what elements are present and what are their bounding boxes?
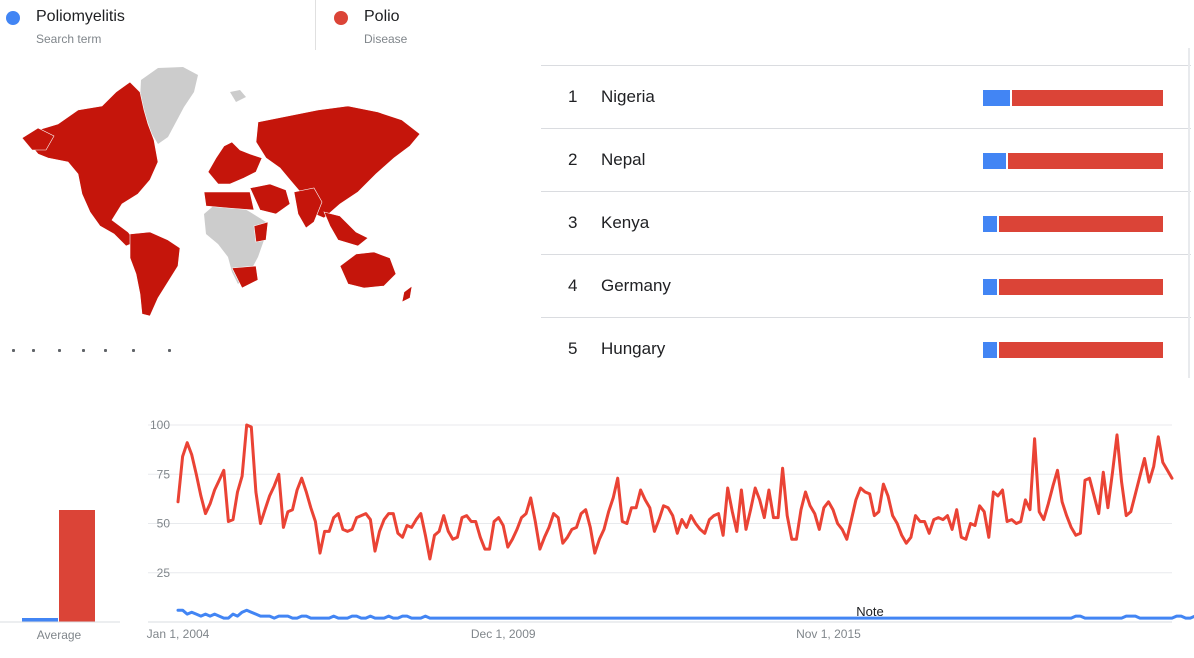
new-zealand-region [401, 285, 413, 303]
legend-kind: Disease [364, 32, 408, 46]
middle-east-region [249, 183, 291, 215]
comparison-bar [983, 342, 1163, 358]
europe-region [207, 141, 263, 185]
chart-gridlines [148, 424, 1172, 623]
russia-asia-region [255, 105, 421, 219]
map-caption-cut [8, 347, 178, 355]
x-tick-label: Jan 1, 2004 [147, 627, 210, 641]
polio-share [999, 342, 1163, 358]
interest-over-time-chart[interactable]: 100 75 50 25 Jan 1, 2004 Dec 1, 2009 Nov 1, 2… [0, 400, 1194, 658]
average-bar-poliomyelitis[interactable] [22, 618, 58, 622]
y-tick-label: 100 [150, 418, 170, 432]
list-item[interactable]: 3 Kenya [541, 191, 1191, 254]
series-color-dot [334, 11, 348, 25]
y-tick-label: 25 [157, 566, 171, 580]
rank-number: 1 [568, 87, 578, 106]
list-item[interactable]: 1 Nigeria [541, 65, 1191, 128]
legend-divider [315, 0, 316, 50]
polio-share [999, 216, 1163, 232]
comparison-bar [983, 153, 1163, 169]
southern-africa-region [231, 265, 259, 289]
polio-share [1008, 153, 1163, 169]
map-highlighted-regions [21, 81, 421, 317]
legend-poliomyelitis[interactable]: Poliomyelitis Search term [6, 8, 306, 52]
x-axis-ticks: Jan 1, 2004 Dec 1, 2009 Nov 1, 2015 [147, 627, 861, 641]
polio-share [999, 279, 1163, 295]
polio-share [1011, 90, 1163, 106]
svalbard-region [230, 90, 246, 102]
series-color-dot [6, 11, 20, 25]
region-ranking-list: 1 Nigeria 2 Nepal 3 Kenya 4 Germany 5 Hu… [541, 65, 1191, 380]
poliomyelitis-share [983, 90, 1012, 106]
rank-number: 5 [568, 339, 578, 358]
average-bars [22, 510, 95, 622]
y-tick-label: 75 [157, 467, 171, 481]
average-bar-chart: Average [0, 510, 120, 642]
legend-polio[interactable]: Polio Disease [334, 8, 534, 52]
legend-term: Polio [364, 8, 400, 25]
x-tick-label: Dec 1, 2009 [471, 627, 536, 641]
y-tick-label: 50 [157, 517, 171, 531]
poliomyelitis-share [983, 153, 1009, 169]
legend-term: Poliomyelitis [36, 8, 125, 25]
comparison-bar [983, 279, 1163, 295]
region-name: Kenya [601, 213, 650, 232]
rank-number: 3 [568, 213, 578, 232]
series-line-poliomyelitis[interactable] [176, 608, 1194, 620]
y-axis-ticks: 100 75 50 25 [150, 418, 170, 580]
legend-kind: Search term [36, 32, 102, 46]
south-asia-region [293, 187, 323, 229]
chart-annotation-note[interactable]: Note [856, 604, 883, 619]
africa-region [204, 202, 266, 284]
chart-series-lines [176, 423, 1194, 620]
region-name: Hungary [601, 339, 666, 358]
alaska-region [21, 127, 55, 151]
poliomyelitis-share [983, 216, 1000, 232]
australia-region [339, 251, 397, 289]
southeast-asia-region [323, 211, 369, 247]
list-item[interactable]: 4 Germany [541, 254, 1191, 317]
average-bar-polio[interactable] [59, 510, 95, 622]
north-africa-region [203, 191, 255, 211]
series-line-polio[interactable] [176, 423, 1174, 561]
rank-number: 2 [568, 150, 578, 169]
ranking-scrollbar[interactable] [1188, 48, 1190, 378]
region-name: Germany [601, 276, 671, 295]
comparison-bar [983, 90, 1163, 106]
poliomyelitis-share [983, 279, 1000, 295]
region-name: Nepal [601, 150, 646, 169]
rank-number: 4 [568, 276, 578, 295]
greenland-region [140, 67, 198, 144]
comparison-bar [983, 216, 1163, 232]
north-america-region [27, 81, 159, 247]
region-name: Nigeria [601, 87, 655, 106]
list-item[interactable]: 2 Nepal [541, 128, 1191, 191]
list-item[interactable]: 5 Hungary [541, 317, 1191, 380]
average-label: Average [37, 628, 82, 642]
poliomyelitis-share [983, 342, 1000, 358]
east-africa-region [253, 221, 269, 243]
south-america-region [129, 231, 181, 317]
x-tick-label: Nov 1, 2015 [796, 627, 861, 641]
world-map[interactable] [18, 62, 428, 322]
